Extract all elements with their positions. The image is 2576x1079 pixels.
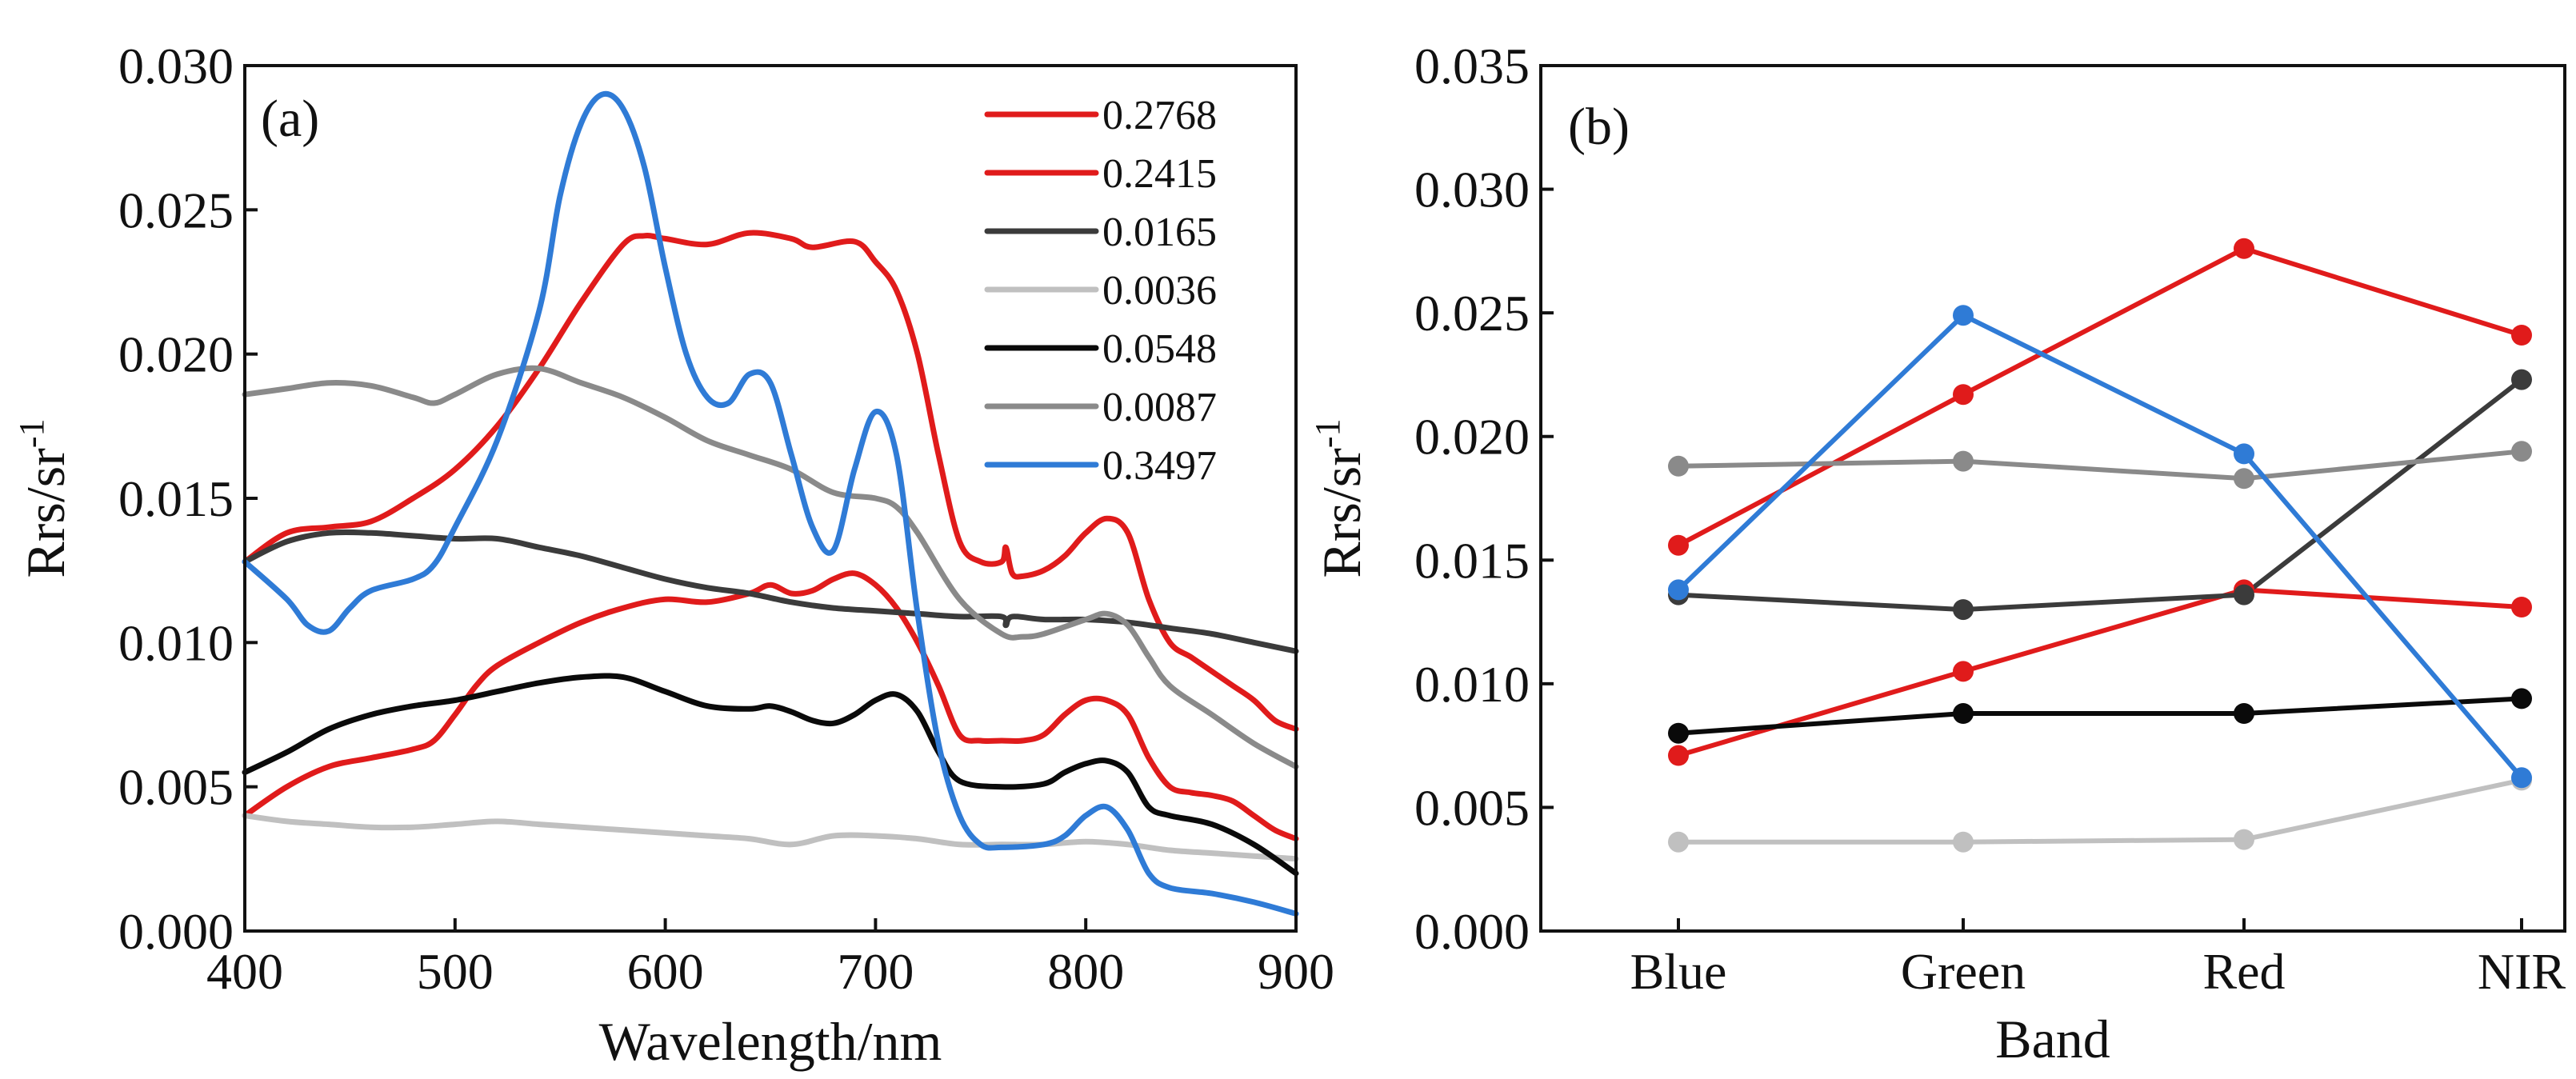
panel-b-frame [1539,64,2566,933]
legend-label: 0.2768 [1102,93,1217,138]
panel-b-y-tick-label: 0.025 [1414,285,1530,342]
panel-b-series-blue [1676,313,2524,780]
panel-a-series-0.0548 [242,673,1299,877]
panel-b-x-tick-label: Blue [1630,943,1727,1000]
panel-a-series-0.2768 [242,570,1299,842]
panel-b-y-tick-label: 0.020 [1414,409,1530,466]
panel-a-x-tick-label: 400 [206,943,283,1000]
legend-label: 0.0548 [1102,326,1217,372]
panel-b-ticks: 0.000 0.005 0.010 0.015 0.020 0.025 0.030 0.035… [1414,38,2566,1000]
panel-b-x-tick-label: NIR [2478,943,2566,1000]
panel-a-series-0.0036 [242,813,1299,862]
panel-b-point-red-lower [2511,597,2532,617]
panel-a-x-tick-label: 600 [627,943,704,1000]
panel-b-point-black [1668,722,1689,744]
panel-a-x-tick-label: 900 [1258,943,1334,1000]
panel-a-y-tick-label: 0.025 [118,182,234,238]
panel-b-point-dark-gray [2234,584,2254,605]
panel-b-series-red-lower [1678,587,2522,758]
panel-a-x-tick-label: 800 [1047,943,1124,1000]
panel-a-y-axis-label-main: Rrs/sr [15,448,76,578]
panel-b-point-light-gray [2234,829,2254,850]
legend-label: 0.0036 [1102,268,1217,314]
panel-a-y-tick-label: 0.030 [118,38,234,94]
panel-b-y-axis-label-sup: -1 [1308,418,1347,448]
panel-b-point-blue [2511,767,2532,789]
panel-a-legend: 0.2768 0.2415 0.0165 0.0036 0.0548 0.0087 0.34… [984,93,1217,489]
panel-b-y-tick-label: 0.005 [1414,779,1530,836]
panel-a-series-0.2415 [242,230,1299,732]
panel-b-y-axis-label: Rrs/sr-1 [1308,418,1372,577]
panel-b-point-blue [2234,443,2254,465]
panel-b-y-tick-label: 0.030 [1414,162,1530,218]
panel-b-series-light-gray [1678,777,2522,845]
panel-b-point-red-upper [2234,238,2254,259]
panel-a-y-tick-label: 0.015 [118,470,234,527]
panel-b-series-group [1668,238,2532,853]
panel-b-x-tick-label: Green [1901,943,2026,1000]
panel-b-x-axis-label: Band [1995,1009,2110,1069]
panel-a-y-axis-label: Rrs/sr-1 [12,418,76,577]
panel-b-series-black [1678,696,2522,736]
panel-b-point-gray [1668,455,1689,477]
panel-b-point-red-upper [1668,534,1689,556]
panel-b: 0.000 0.005 0.010 0.015 0.020 0.025 0.030 0.035… [1308,38,2566,1069]
panel-b-point-blue [1668,579,1689,601]
panel-b-point-dark-gray [2511,369,2532,390]
panel-a-x-axis-label: Wavelength/nm [599,1011,942,1072]
panel-b-series-gray [1678,449,2522,482]
legend-label: 0.3497 [1102,443,1217,489]
panel-b-y-tick-label: 0.000 [1414,903,1530,960]
panel-b-point-gray [2511,441,2532,462]
panel-a-series-group [242,90,1299,917]
panel-b-point-gray [2234,468,2254,490]
panel-b-point-light-gray [1953,831,1974,853]
legend-label: 0.0165 [1102,210,1217,255]
panel-a-y-tick-label: 0.000 [118,903,234,960]
panel-b-point-dark-gray [1953,599,1974,621]
legend-label: 0.2415 [1102,151,1217,197]
panel-b-label: (b) [1568,98,1630,156]
panel-a-label: (a) [261,90,319,148]
panel-b-point-light-gray [1668,831,1689,853]
panel-a-series-0.0087 [242,365,1299,769]
panel-b-point-red-upper [1953,384,1974,406]
panel-b-y-axis-label-main: Rrs/sr [1311,448,1372,578]
panel-b-point-blue [1953,305,1974,326]
panel-b-point-red-lower [1668,745,1689,766]
panel-a-x-tick-label: 700 [837,943,914,1000]
panel-a-series-0.3497 [242,90,1299,917]
panel-a-y-axis-label-sup: -1 [12,418,51,448]
panel-b-series-red-upper [1677,246,2522,548]
panel-b-y-tick-label: 0.010 [1414,656,1530,713]
panel-a-ticks: 400 500 600 700 800 900 0.000 0.005 0.010 0.015 0.… [118,38,1334,1000]
panel-b-point-red-upper [2511,325,2532,346]
panel-a: 400 500 600 700 800 900 0.000 0.005 0.010 0.015 0.… [12,38,1334,1072]
panel-b-y-tick-label: 0.015 [1414,532,1530,589]
panel-b-point-gray [1953,450,1974,472]
panel-b-y-tick-label: 0.035 [1414,38,1530,94]
panel-b-x-tick-label: Red [2202,943,2285,1000]
legend-label: 0.0087 [1102,385,1217,430]
panel-b-point-black [1953,703,1974,724]
panel-a-y-tick-label: 0.020 [118,326,234,383]
panel-a-series-0.0165 [242,529,1299,654]
panel-b-point-red-lower [1953,661,1974,682]
panel-a-y-tick-label: 0.005 [118,759,234,816]
panel-a-x-tick-label: 500 [417,943,494,1000]
panel-b-point-black [2234,703,2254,724]
panel-b-series-dark-gray [1678,378,2523,613]
panel-a-y-tick-label: 0.010 [118,614,234,671]
panel-b-point-black [2511,688,2532,709]
